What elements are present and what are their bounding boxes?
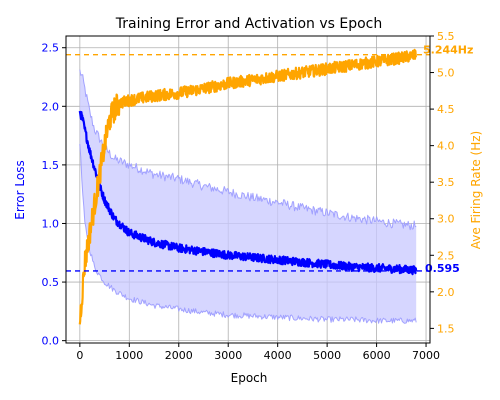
right-tick-label: 5.0: [437, 67, 455, 80]
right-tick-label: 3.5: [437, 176, 455, 189]
x-tick-label: 1000: [115, 349, 143, 362]
left-axis-label: Error Loss: [13, 160, 27, 219]
left-tick-label: 2.0: [42, 100, 60, 113]
x-tick-label: 0: [76, 349, 83, 362]
right-tick-label: 2.0: [437, 286, 455, 299]
left-tick-label: 1.5: [42, 159, 60, 172]
x-tick-label: 4000: [264, 349, 292, 362]
x-axis-label: Epoch: [231, 371, 268, 385]
left-tick-label: 2.5: [42, 42, 60, 55]
x-tick-label: 2000: [165, 349, 193, 362]
x-tick-label: 7000: [412, 349, 440, 362]
left-tick-label: 1.0: [42, 217, 60, 230]
left-tick-label: 0.5: [42, 276, 60, 289]
x-tick-label: 3000: [214, 349, 242, 362]
right-tick-label: 4.0: [437, 140, 455, 153]
right-tick-label: 2.5: [437, 249, 455, 262]
right-tick-label: 3.0: [437, 213, 455, 226]
right-axis-label: Ave Firing Rate (Hz): [469, 131, 483, 250]
right-tick-label: 4.5: [437, 103, 455, 116]
chart-title: Training Error and Activation vs Epoch: [115, 16, 383, 32]
left-tick-label: 0.0: [42, 335, 60, 348]
right-tick-label: 1.5: [437, 322, 455, 335]
x-tick-label: 5000: [313, 349, 341, 362]
firing-reference-label: 5.244Hz: [423, 44, 473, 57]
right-tick-label: 5.5: [437, 30, 455, 43]
x-tick-label: 6000: [363, 349, 391, 362]
